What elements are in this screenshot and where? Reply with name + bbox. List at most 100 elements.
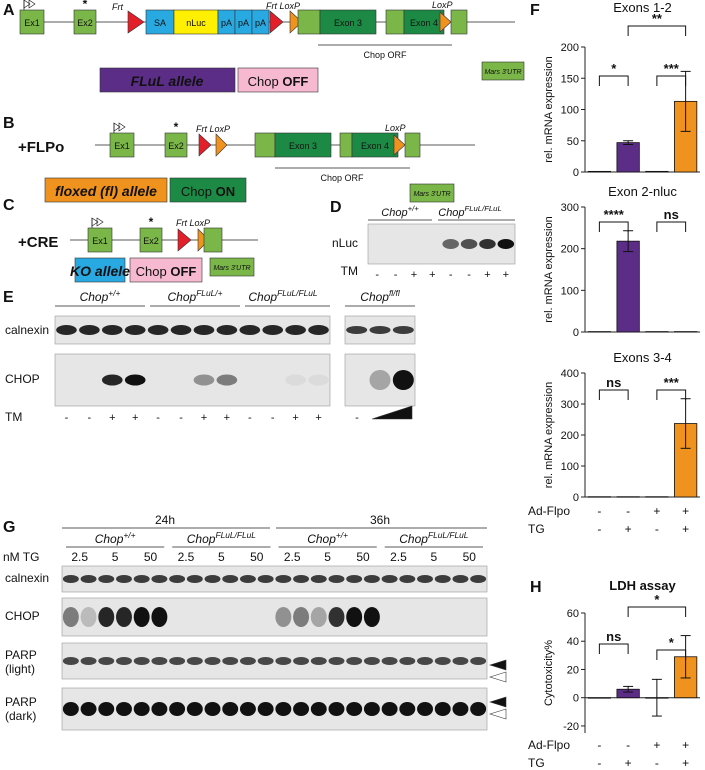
condition-value: -: [597, 756, 601, 770]
band: [257, 702, 274, 716]
significance-label: ****: [604, 207, 625, 222]
band: [452, 702, 469, 716]
lane-label: 50: [356, 550, 370, 564]
y-tick-label: 200: [561, 430, 579, 442]
condition-value: +: [653, 504, 660, 518]
band: [186, 702, 203, 716]
genotype-gene: Chop: [381, 207, 407, 219]
genotype-sup: FLuL/+: [196, 288, 222, 298]
band: [308, 374, 329, 386]
label: CHOP: [5, 372, 40, 386]
exon: [404, 132, 421, 158]
label: Ex1: [92, 236, 108, 246]
genotype-sup: +/+: [408, 204, 420, 213]
chart-title: LDH assay: [609, 578, 676, 593]
label: *: [149, 215, 154, 229]
band: [275, 575, 292, 583]
panel-label: H: [530, 579, 542, 596]
genotype: Chop+/+: [95, 530, 136, 546]
y-tick-label: 20: [567, 664, 579, 676]
significance-bracket: [656, 75, 687, 86]
label: Ex1: [24, 18, 40, 28]
status: Chop OFF: [136, 264, 197, 279]
band: [310, 575, 327, 583]
promoter: [96, 217, 104, 227]
label: Ex2: [168, 141, 184, 151]
band: [151, 702, 168, 716]
band: [216, 325, 238, 335]
genotype-gene: Chop: [187, 532, 216, 546]
label: *: [174, 120, 179, 134]
genotype-sup: fl/fl: [389, 288, 401, 298]
y-axis-label: rel. mRNA expression: [543, 216, 555, 322]
site-triangle: [289, 10, 303, 34]
genotype: ChopFLuL/FLuL: [248, 288, 318, 304]
label: KO allele: [70, 263, 130, 279]
band: [257, 657, 274, 665]
band: [133, 702, 150, 716]
lane-label: -: [179, 412, 183, 424]
label: +FLPo: [18, 139, 64, 156]
arrowhead: [488, 708, 507, 720]
exon: [87, 227, 113, 253]
band: [147, 325, 169, 335]
exon: [73, 9, 97, 35]
label: pA: [255, 18, 266, 28]
bar: [645, 496, 669, 498]
band: [62, 575, 79, 583]
label: Mars 3'UTR: [413, 191, 450, 198]
exon: [254, 132, 276, 158]
significance-label: ***: [664, 375, 680, 390]
lane-label: -: [156, 412, 160, 424]
bar: [645, 170, 669, 173]
genotype-sup: +/+: [336, 530, 348, 540]
genotype-sup: +/+: [123, 530, 135, 540]
condition-value: -: [655, 756, 659, 770]
band: [308, 325, 329, 335]
status-box: [169, 177, 247, 203]
bar: [587, 697, 611, 699]
band: [346, 607, 363, 627]
band: [417, 702, 433, 716]
status-state: OFF: [170, 264, 196, 279]
label: Frt: [112, 2, 123, 12]
lane-label: 50: [250, 550, 264, 564]
y-axis-label: Cytotoxicity%: [543, 640, 555, 706]
band: [293, 657, 310, 665]
utr: [409, 183, 455, 203]
y-axis-label: rel. mRNA expression: [543, 56, 555, 162]
y-tick-label: 0: [573, 693, 579, 705]
band: [262, 325, 284, 335]
significance-bracket: [627, 606, 687, 617]
lane-label: 50: [144, 550, 158, 564]
band: [452, 657, 469, 665]
chart-title: Exons 1-2: [613, 0, 672, 15]
label: Exon 4: [361, 141, 389, 151]
label: Exon 3: [334, 18, 362, 28]
condition-value: +: [653, 738, 660, 752]
label: 36h: [370, 513, 390, 527]
lane-label: -: [65, 412, 69, 424]
lane-label: -: [355, 412, 359, 424]
y-tick-label: 100: [561, 105, 579, 117]
label: Mars 3'UTR: [213, 265, 250, 272]
exon: [203, 227, 223, 253]
significance-label: *: [611, 61, 617, 76]
status-box: [129, 257, 203, 283]
label: LoxP: [385, 123, 406, 133]
label: pA: [221, 18, 232, 28]
panel-label: B: [3, 115, 15, 132]
y-axis-label: rel. mRNA expression: [543, 382, 555, 488]
band: [275, 607, 292, 627]
wedge: [371, 405, 413, 420]
band: [169, 702, 186, 716]
band: [204, 575, 221, 583]
band: [170, 325, 192, 335]
significance-bracket: [656, 389, 687, 400]
site-triangle: [215, 133, 228, 157]
lane-label: +: [503, 269, 509, 281]
bar: [616, 142, 640, 173]
lane-label: 2.5: [390, 550, 407, 564]
band: [346, 657, 363, 665]
genotype-gene: Chop: [438, 207, 464, 219]
